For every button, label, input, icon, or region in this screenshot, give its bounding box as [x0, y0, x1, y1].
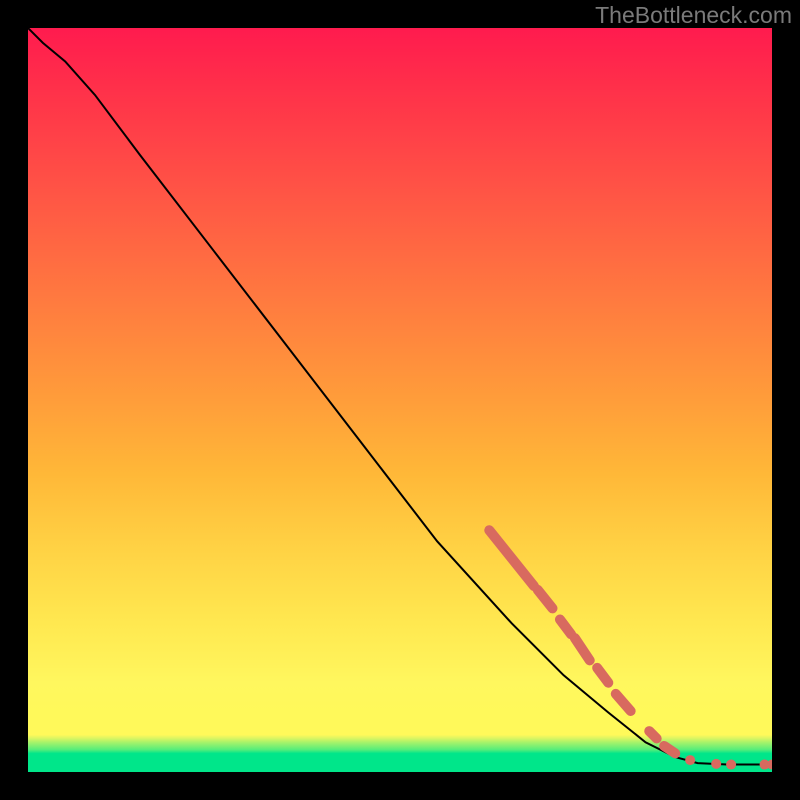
marker-segments-group [489, 530, 675, 753]
watermark-text: TheBottleneck.com [595, 2, 792, 29]
marker-segment [597, 668, 608, 683]
marker-segment [664, 746, 675, 753]
marker-segment [616, 694, 631, 711]
marker-dot [685, 755, 695, 765]
bottleneck-curve [28, 28, 772, 765]
marker-dot [711, 759, 721, 769]
chart-overlay-svg [28, 28, 772, 772]
plot-area [28, 28, 772, 772]
marker-segment [538, 590, 553, 609]
marker-dot [726, 760, 736, 770]
marker-segment [489, 530, 534, 586]
marker-segment [575, 638, 590, 660]
marker-segment [560, 619, 571, 634]
marker-segment [649, 731, 656, 738]
